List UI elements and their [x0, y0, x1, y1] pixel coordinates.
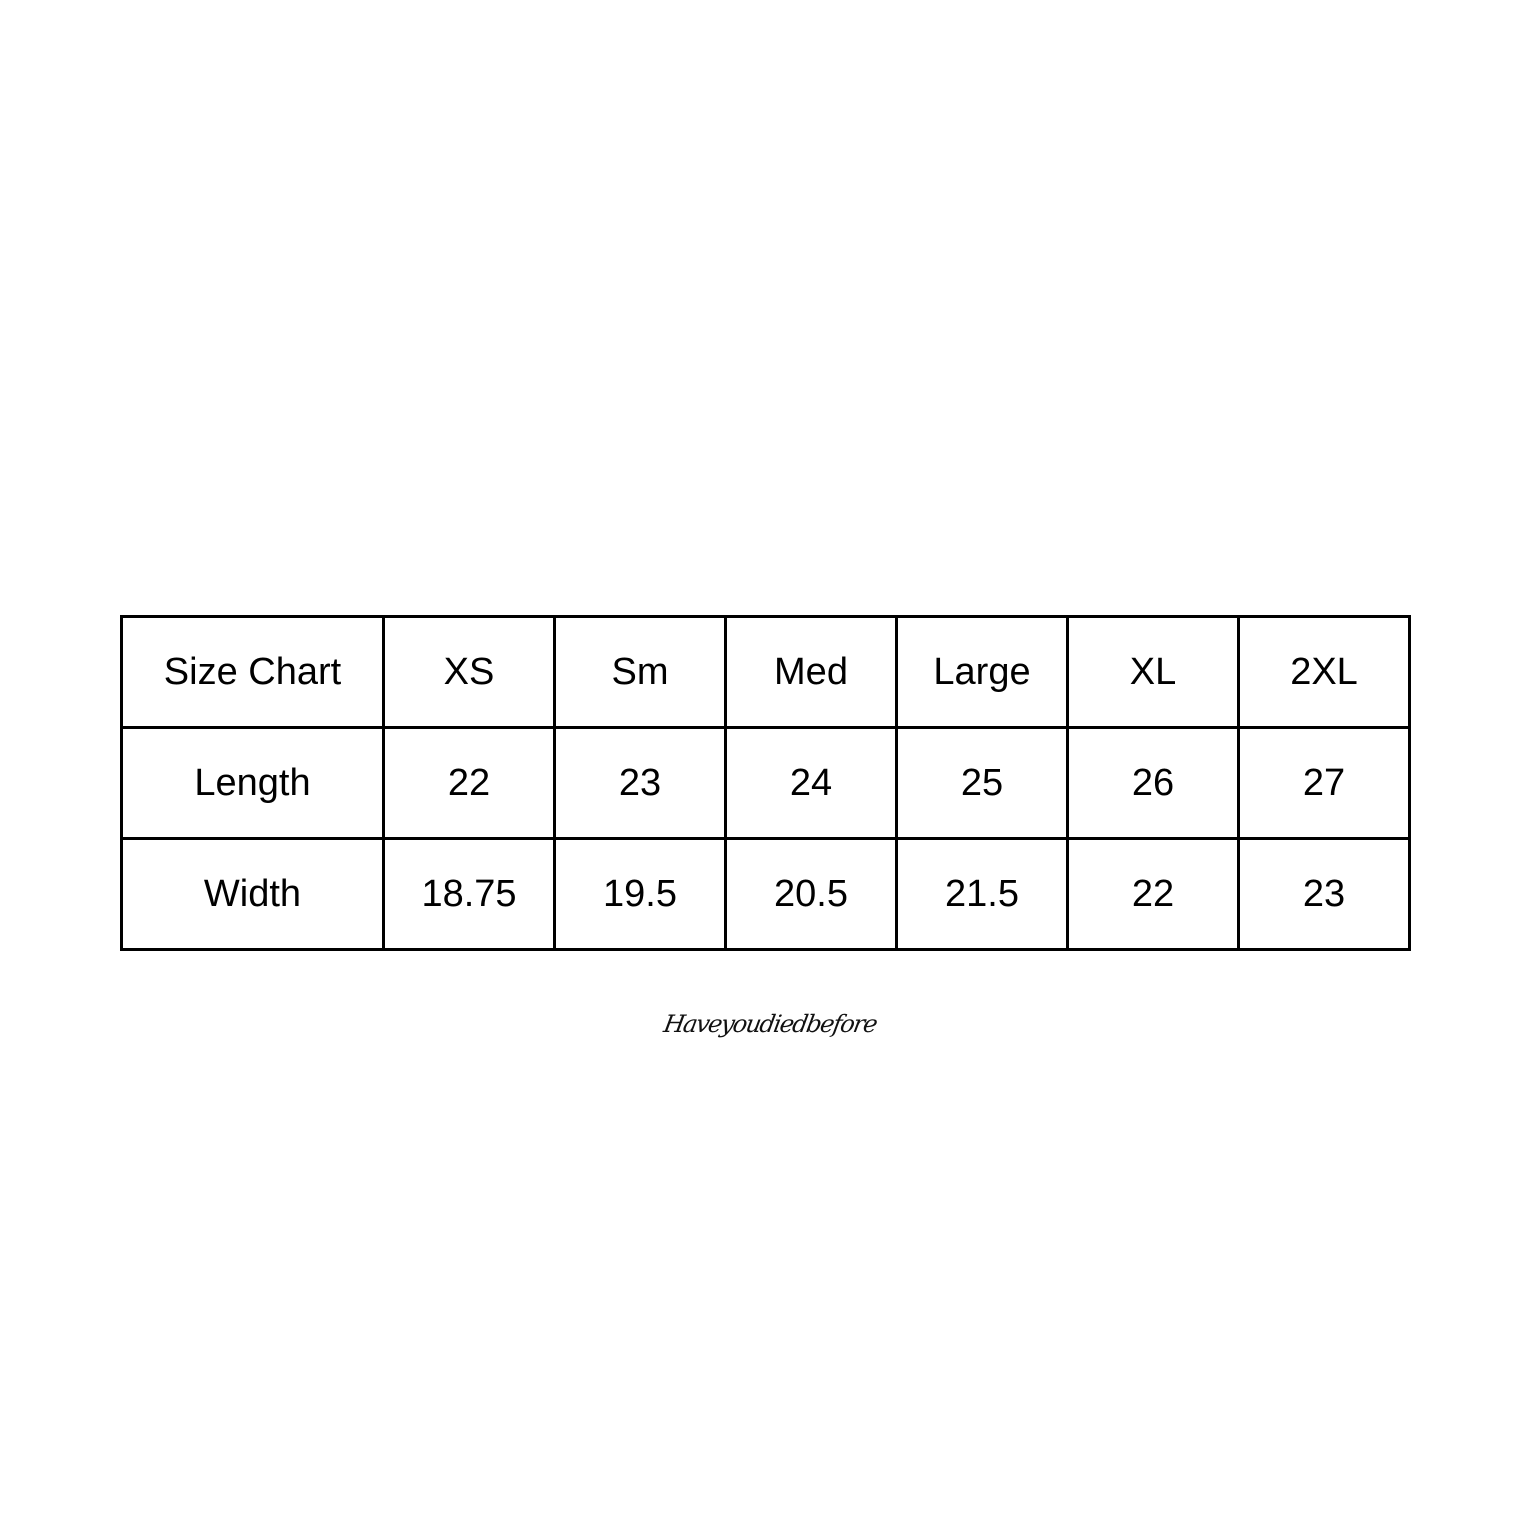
- value-cell: 27: [1237, 726, 1411, 840]
- header-row: Size Chart XS Sm Med Large XL 2XL: [120, 615, 1411, 729]
- value-cell: 26: [1066, 726, 1240, 840]
- row-label-cell: Length: [120, 726, 385, 840]
- value-cell: 24: [724, 726, 898, 840]
- value-cell: Med: [724, 615, 898, 729]
- value-cell: XL: [1066, 615, 1240, 729]
- value-cell: 21.5: [895, 837, 1069, 951]
- value-cell: 23: [1237, 837, 1411, 951]
- value-cell: 18.75: [382, 837, 556, 951]
- table-row: Length 22 23 24 25 26 27: [120, 726, 1411, 840]
- value-cell: 20.5: [724, 837, 898, 951]
- value-cell: XS: [382, 615, 556, 729]
- size-chart-table: Size Chart XS Sm Med Large XL 2XL Length 22 23 24 2…: [120, 615, 1411, 951]
- row-label-cell: Width: [120, 837, 385, 951]
- value-cell: 19.5: [553, 837, 727, 951]
- value-cell: 2XL: [1237, 615, 1411, 729]
- value-cell: Large: [895, 615, 1069, 729]
- value-cell: 22: [1066, 837, 1240, 951]
- signature-logo: Haveyoudiedbefore: [661, 1010, 879, 1038]
- value-cell: Sm: [553, 615, 727, 729]
- table-row: Width 18.75 19.5 20.5 21.5 22 23: [120, 837, 1411, 951]
- value-cell: 25: [895, 726, 1069, 840]
- value-cell: 22: [382, 726, 556, 840]
- row-label-cell: Size Chart: [120, 615, 385, 729]
- value-cell: 23: [553, 726, 727, 840]
